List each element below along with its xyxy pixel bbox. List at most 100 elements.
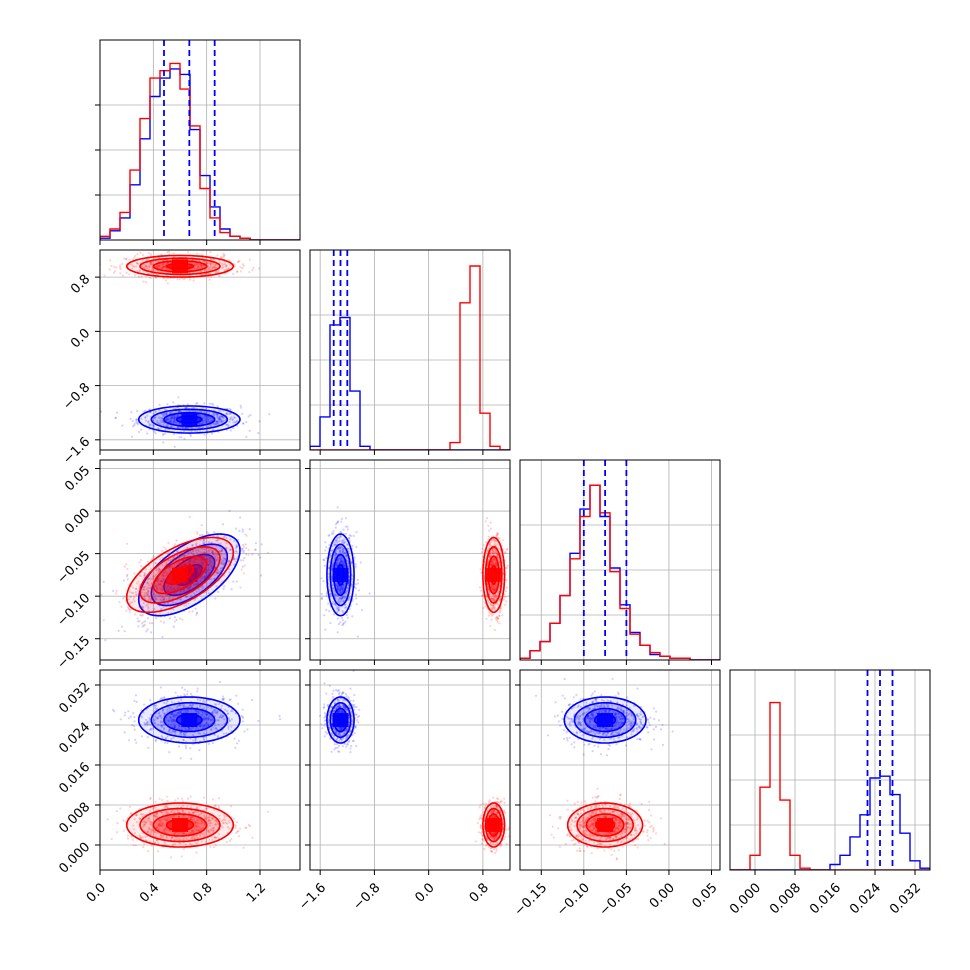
- density-contour: [125, 254, 235, 278]
- scatter-point: [192, 553, 195, 556]
- scatter-point: [119, 267, 122, 271]
- scatter-point: [203, 554, 206, 558]
- scatter-point: [492, 613, 495, 616]
- scatter-point: [204, 571, 207, 574]
- scatter-point: [103, 274, 106, 277]
- scatter-point: [194, 607, 197, 610]
- scatter-point: [161, 549, 164, 552]
- scatter-point: [192, 549, 195, 552]
- scatter-point: [209, 557, 212, 560]
- scatter-point: [492, 597, 495, 600]
- scatter-point: [230, 709, 233, 713]
- scatter-point: [167, 598, 171, 601]
- scatter-point: [211, 550, 215, 553]
- scatter-point: [211, 551, 214, 554]
- scatter-point: [243, 564, 246, 567]
- scatter-point: [154, 584, 157, 588]
- scatter-point: [207, 415, 210, 418]
- scatter-point: [218, 275, 221, 278]
- scatter-point: [220, 549, 223, 553]
- scatter-point: [235, 420, 238, 423]
- scatter-point: [342, 528, 345, 531]
- scatter-point: [133, 424, 136, 427]
- scatter-point: [157, 571, 160, 574]
- scatter-point: [172, 559, 175, 562]
- scatter-point: [341, 563, 344, 566]
- scatter-point: [490, 585, 493, 588]
- scatter-point: [492, 551, 495, 555]
- scatter-point: [178, 704, 181, 707]
- scatter-point: [161, 595, 164, 598]
- scatter-point: [171, 601, 175, 604]
- scatter-point: [201, 253, 204, 256]
- scatter-point: [165, 423, 168, 426]
- scatter-point: [505, 586, 508, 589]
- scatter-point: [236, 544, 239, 547]
- scatter-point: [216, 414, 219, 417]
- scatter-point: [149, 599, 152, 602]
- scatter-point: [158, 569, 161, 572]
- scatter-point: [209, 568, 212, 572]
- scatter-point: [156, 717, 159, 720]
- scatter-point: [226, 563, 229, 566]
- scatter-point: [491, 597, 494, 601]
- scatter-point: [173, 587, 176, 590]
- scatter-point: [339, 561, 342, 565]
- panel-frame: [99, 249, 301, 451]
- scatter-point: [243, 545, 246, 548]
- scatter-point: [320, 597, 323, 600]
- scatter-point: [211, 553, 214, 556]
- scatter-point: [142, 711, 145, 714]
- scatter-point: [216, 571, 219, 575]
- scatter-point: [333, 554, 336, 557]
- scatter-point: [208, 715, 211, 719]
- scatter-point: [226, 267, 229, 270]
- scatter-point: [341, 539, 344, 542]
- scatter-point: [188, 516, 191, 519]
- scatter-point: [189, 577, 192, 580]
- scatter-point: [215, 539, 218, 542]
- scatter-point: [178, 703, 181, 706]
- scatter-point: [180, 436, 183, 439]
- scatter-point: [192, 561, 195, 564]
- scatter-point: [137, 589, 140, 593]
- scatter-point: [119, 718, 122, 721]
- scatter-point: [183, 554, 186, 557]
- scatter-point: [268, 413, 271, 416]
- scatter-point: [334, 603, 337, 606]
- scatter-point: [339, 588, 342, 591]
- scatter-point: [148, 595, 151, 598]
- scatter-point: [343, 541, 346, 544]
- scatter-point: [176, 712, 179, 715]
- scatter-point: [144, 568, 147, 571]
- scatter-point: [486, 582, 489, 585]
- scatter-point: [169, 716, 172, 719]
- scatter-point: [506, 547, 509, 551]
- scatter-point: [215, 413, 218, 416]
- scatter-point: [180, 562, 183, 565]
- scatter-point: [204, 717, 207, 720]
- scatter-point: [333, 543, 336, 547]
- scatter-point: [176, 415, 179, 418]
- scatter-point: [177, 563, 180, 566]
- scatter-point: [161, 564, 164, 567]
- scatter-point: [215, 570, 218, 574]
- scatter-point: [489, 563, 492, 566]
- scatter-point: [324, 541, 327, 544]
- scatter-point: [340, 586, 343, 589]
- density-peak: [485, 567, 502, 582]
- scatter-point: [210, 566, 213, 569]
- scatter-point: [161, 599, 164, 602]
- scatter-point: [334, 543, 337, 546]
- scatter-point: [338, 539, 341, 543]
- scatter-point: [222, 562, 225, 565]
- scatter-point: [209, 424, 212, 427]
- scatter-point: [215, 422, 218, 426]
- scatter-point: [339, 599, 343, 602]
- density-peak: [172, 259, 188, 274]
- scatter-point: [354, 593, 357, 596]
- scatter-point: [199, 725, 202, 728]
- scatter-point: [245, 553, 248, 556]
- scatter-point: [495, 562, 498, 565]
- scatter-point: [201, 700, 205, 703]
